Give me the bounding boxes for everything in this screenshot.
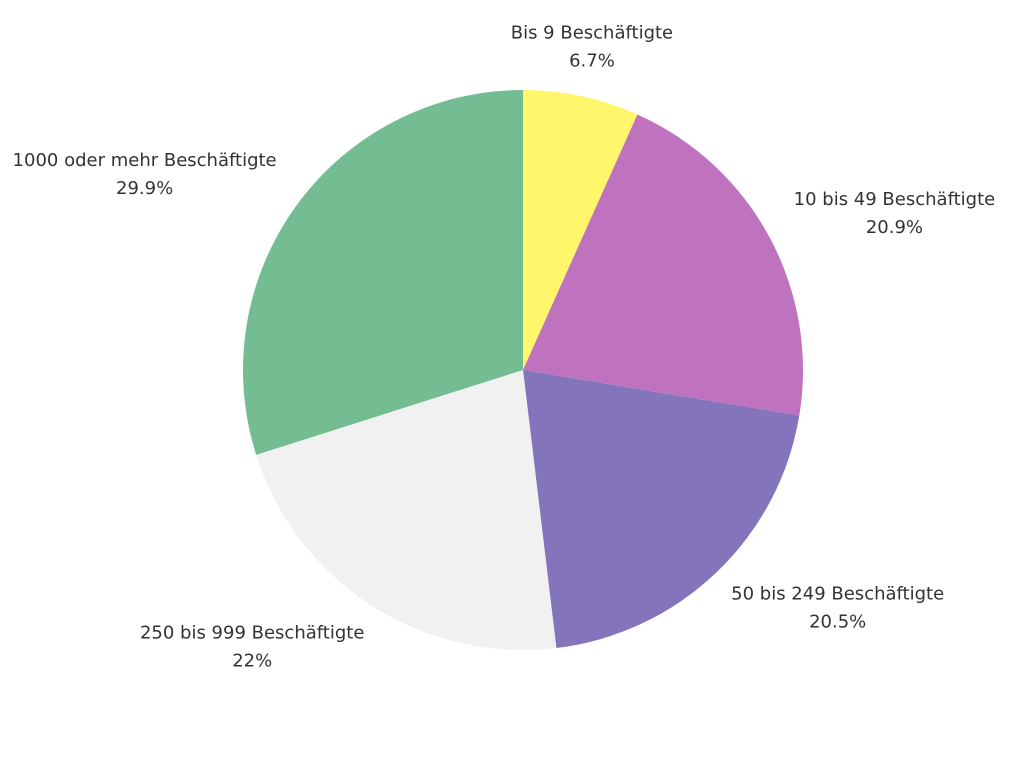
value-label: 20.9% [866, 217, 923, 238]
slice-label: Bis 9 Beschäftigte [511, 22, 673, 43]
pie-slice [242, 90, 523, 455]
value-label: 6.7% [569, 50, 615, 71]
pie-slice [523, 90, 638, 370]
slice-label: 250 bis 999 Beschäftigte [140, 623, 364, 644]
value-label: 29.9% [116, 178, 173, 199]
pie-slice [523, 370, 800, 649]
slice-label: 1000 oder mehr Beschäftigte [13, 150, 277, 171]
slice-label: 10 bis 49 Beschäftigte [794, 189, 996, 210]
pie-slice [523, 114, 803, 416]
slice-label: 50 bis 249 Beschäftigte [731, 583, 944, 604]
pie-slice [256, 370, 557, 650]
value-label: 22% [232, 651, 272, 672]
value-label: 20.5% [809, 611, 866, 632]
